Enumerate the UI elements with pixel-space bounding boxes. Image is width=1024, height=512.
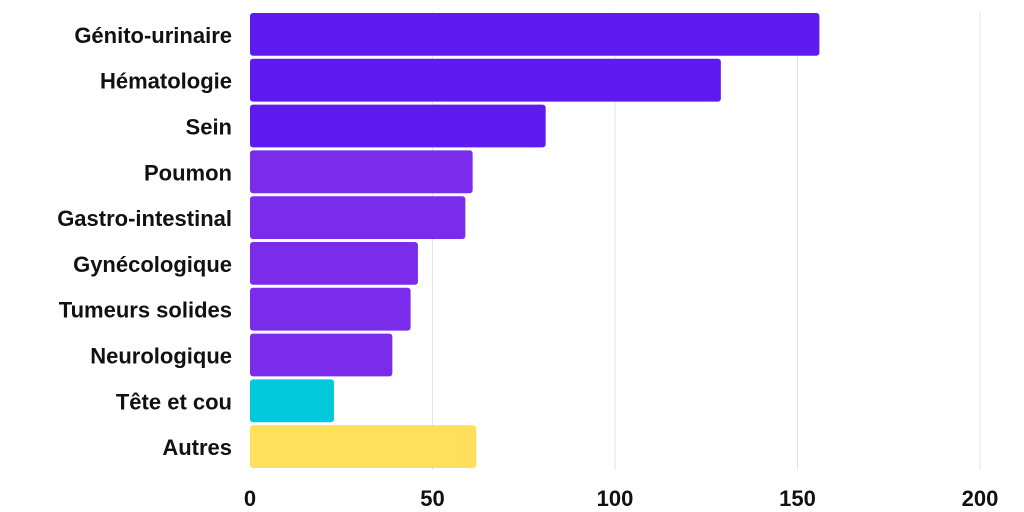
x-tick-label-150: 150 — [779, 486, 816, 511]
x-tick-labels: 0 50 100 150 200 — [244, 486, 998, 511]
bar-7 — [250, 333, 393, 377]
x-tick-label-50: 50 — [420, 486, 444, 511]
category-label-2: Sein — [186, 115, 232, 140]
bar-6 — [250, 287, 411, 331]
bar-1 — [250, 58, 721, 102]
bar-9 — [250, 425, 477, 468]
bar-4 — [250, 196, 466, 239]
category-label-5: Gynécologique — [73, 252, 232, 277]
category-label-0: Génito-urinaire — [74, 23, 232, 48]
bar-8 — [250, 379, 334, 423]
category-label-4: Gastro-intestinal — [57, 206, 232, 231]
x-tick-label-100: 100 — [597, 486, 634, 511]
category-label-8: Tête et cou — [116, 389, 232, 414]
category-label-9: Autres — [162, 435, 232, 460]
x-tick-label-200: 200 — [962, 486, 999, 511]
x-tick-label-0: 0 — [244, 486, 256, 511]
category-label-7: Neurologique — [90, 344, 232, 369]
category-label-3: Poumon — [144, 160, 232, 185]
bar-5 — [250, 242, 418, 285]
bar-2 — [250, 104, 546, 148]
category-label-6: Tumeurs solides — [59, 298, 232, 323]
bar-0 — [250, 13, 820, 56]
bars — [250, 13, 820, 468]
category-labels: Génito-urinaire Hématologie Sein Poumon Gast… — [57, 23, 232, 460]
category-label-1: Hématologie — [100, 69, 232, 94]
bar-3 — [250, 150, 473, 194]
